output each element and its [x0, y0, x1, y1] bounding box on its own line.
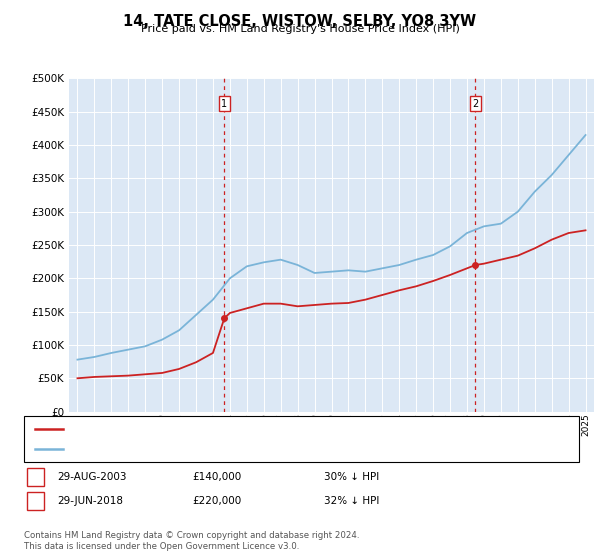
- Text: 1: 1: [221, 99, 227, 109]
- Text: 29-JUN-2018: 29-JUN-2018: [57, 496, 123, 506]
- Text: 29-AUG-2003: 29-AUG-2003: [57, 472, 127, 482]
- Text: 30% ↓ HPI: 30% ↓ HPI: [324, 472, 379, 482]
- Text: This data is licensed under the Open Government Licence v3.0.: This data is licensed under the Open Gov…: [24, 542, 299, 550]
- Text: £220,000: £220,000: [192, 496, 241, 506]
- Text: 14, TATE CLOSE, WISTOW, SELBY, YO8 3YW: 14, TATE CLOSE, WISTOW, SELBY, YO8 3YW: [124, 14, 476, 29]
- Text: 32% ↓ HPI: 32% ↓ HPI: [324, 496, 379, 506]
- Text: 1: 1: [32, 472, 39, 482]
- Text: £140,000: £140,000: [192, 472, 241, 482]
- Text: HPI: Average price, detached house, North Yorkshire: HPI: Average price, detached house, Nort…: [67, 444, 328, 454]
- Text: 2: 2: [472, 99, 479, 109]
- Text: 14, TATE CLOSE, WISTOW, SELBY, YO8 3YW (detached house): 14, TATE CLOSE, WISTOW, SELBY, YO8 3YW (…: [67, 424, 373, 434]
- Text: Price paid vs. HM Land Registry's House Price Index (HPI): Price paid vs. HM Land Registry's House …: [140, 24, 460, 34]
- Text: Contains HM Land Registry data © Crown copyright and database right 2024.: Contains HM Land Registry data © Crown c…: [24, 531, 359, 540]
- Text: 2: 2: [32, 496, 39, 506]
